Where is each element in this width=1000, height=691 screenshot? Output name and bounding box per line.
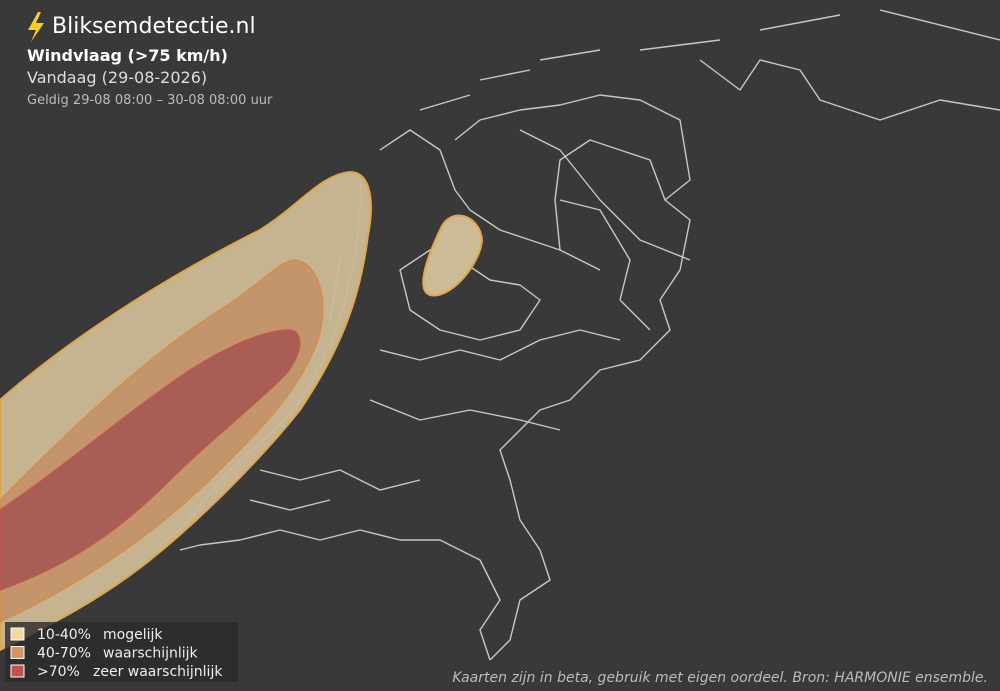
map-title: Windvlaag (>75 km/h) <box>27 46 228 65</box>
legend: 10-40% mogelijk 40-70% waarschijnlijk >70% ze… <box>10 627 223 680</box>
legend-range: 40-70% <box>37 646 91 662</box>
map-subtitle: Vandaag (29-08-2026) <box>27 68 207 87</box>
zone-low-ijsselmeer <box>422 214 484 297</box>
footer-note: Kaarten zijn in beta, gebruik met eigen … <box>452 670 988 686</box>
legend-swatch <box>10 664 25 678</box>
province-borders <box>329 129 691 331</box>
legend-range: >70% <box>37 664 80 680</box>
zone-high <box>0 329 301 591</box>
north-coast <box>379 94 691 251</box>
legend-swatch <box>10 646 25 659</box>
legend-label: mogelijk <box>103 627 163 643</box>
legend-swatch <box>10 627 25 641</box>
lightning-icon <box>28 12 44 42</box>
wadden-islands <box>419 9 1000 121</box>
validity: Geldig 29-08 08:00 – 30-08 08:00 uur <box>27 93 273 108</box>
legend-label: zeer waarschijnlijk <box>93 664 223 680</box>
legend-range: 10-40% <box>37 627 91 643</box>
rivers-provinces <box>249 329 621 511</box>
eastern-border <box>489 199 691 661</box>
southern-border <box>179 529 501 661</box>
legend-label: waarschijnlijk <box>103 646 199 662</box>
brand: Bliksemdetectie.nl <box>52 14 256 39</box>
legend-box <box>5 622 238 682</box>
